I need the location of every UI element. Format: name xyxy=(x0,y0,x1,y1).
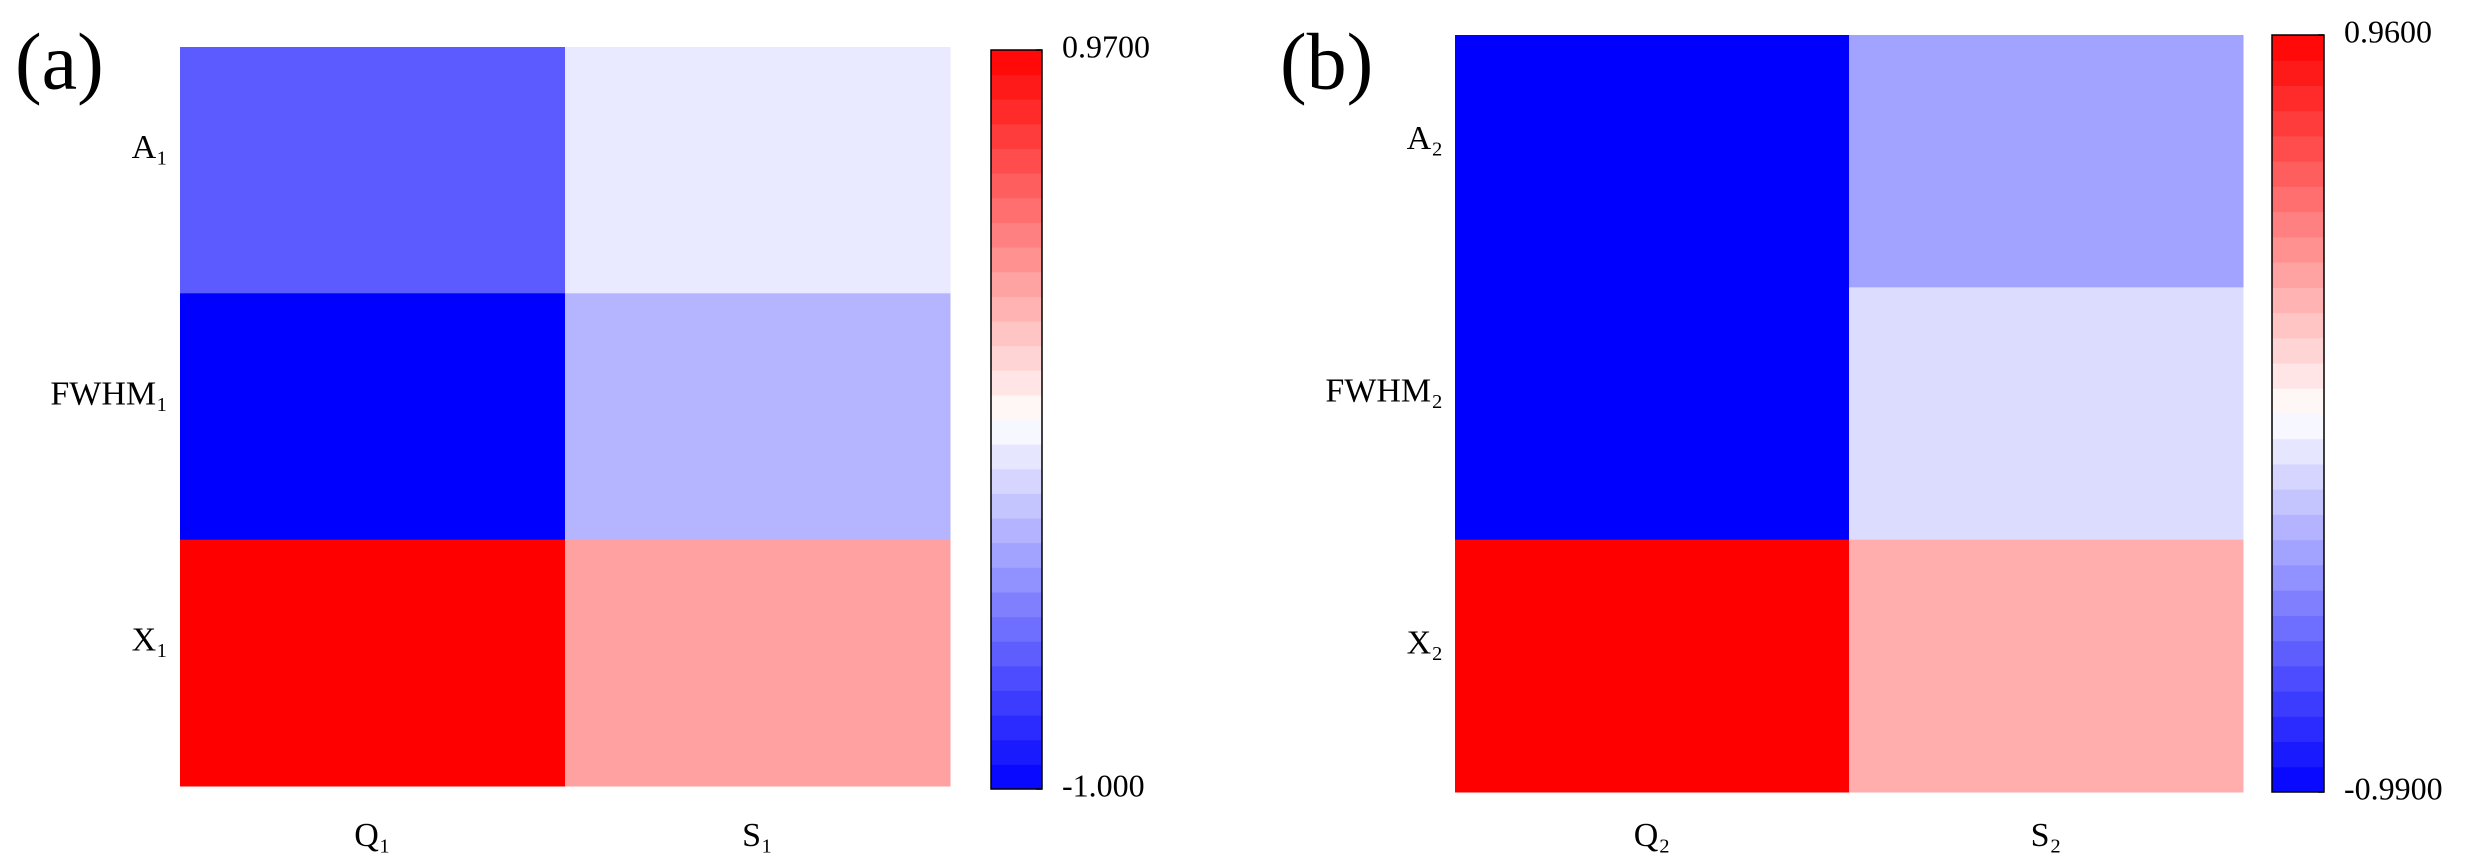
colorbar-step xyxy=(2272,691,2324,717)
colorbar-step xyxy=(991,616,1042,642)
colorbar-step xyxy=(991,74,1042,100)
colorbar-step xyxy=(991,173,1042,199)
y-tick-label: X₂ xyxy=(1407,625,1443,662)
colorbar-step xyxy=(2272,489,2324,515)
colorbar-step xyxy=(2272,135,2324,162)
colorbar-step xyxy=(991,641,1042,667)
heatmap-cell xyxy=(1849,539,2244,793)
colorbar-step xyxy=(2272,514,2324,541)
heatmap-cell xyxy=(565,293,951,541)
colorbar-tick-label: -1.000 xyxy=(1062,767,1145,803)
colorbar-step xyxy=(2272,186,2324,213)
y-tick-label: A₁ xyxy=(132,129,168,166)
heatmap-cell xyxy=(180,293,566,541)
x-tick-label: Q₁ xyxy=(354,817,390,854)
colorbar-tick-label: -0.9900 xyxy=(2344,770,2443,806)
colorbar-step xyxy=(2272,85,2324,112)
colorbar-step xyxy=(991,296,1042,322)
heatmap-cell xyxy=(1455,35,1850,288)
heatmap-cell xyxy=(1849,35,2244,288)
colorbar-step xyxy=(991,764,1042,790)
colorbar-step xyxy=(2272,564,2324,591)
colorbar-step xyxy=(991,665,1042,691)
colorbar-step xyxy=(2272,388,2324,414)
colorbar-frame xyxy=(2271,34,2325,793)
colorbar-step xyxy=(991,345,1042,371)
heatmap-cell xyxy=(1455,287,1850,541)
colorbar-step xyxy=(2272,716,2324,743)
x-tick-label: S₁ xyxy=(742,817,773,854)
colorbar-step xyxy=(991,271,1042,297)
colorbar-step xyxy=(2272,337,2324,364)
y-tick-label: FWHM₂ xyxy=(1325,372,1443,409)
colorbar-tick-label: 0.9700 xyxy=(1062,28,1150,64)
colorbar-step xyxy=(991,50,1042,76)
colorbar-step xyxy=(2272,766,2324,793)
colorbar-tick-label: 0.9600 xyxy=(2344,13,2432,49)
colorbar-step xyxy=(2272,665,2324,692)
x-tick-label: Q₂ xyxy=(1634,817,1670,854)
colorbar-step xyxy=(991,320,1042,347)
colorbar-step xyxy=(991,222,1042,248)
colorbar-step xyxy=(2272,287,2324,314)
panel-label: (b) xyxy=(1280,18,1373,106)
y-tick-label: X₁ xyxy=(132,622,168,659)
colorbar-step xyxy=(991,690,1042,716)
colorbar-step xyxy=(2272,236,2324,263)
colorbar-step xyxy=(991,591,1042,618)
colorbar-step xyxy=(991,715,1042,741)
colorbar-step xyxy=(991,542,1042,568)
colorbar-step xyxy=(2272,741,2324,768)
colorbar-step xyxy=(991,419,1042,445)
colorbar-step xyxy=(2272,438,2324,465)
colorbar-step xyxy=(2272,590,2324,616)
colorbar-step xyxy=(991,197,1042,223)
colorbar-step xyxy=(991,468,1042,494)
heatmap-cell xyxy=(1455,539,1850,793)
colorbar-step xyxy=(2272,312,2324,339)
colorbar-step xyxy=(991,518,1042,544)
colorbar-step xyxy=(2272,35,2324,61)
colorbar-step xyxy=(2272,60,2324,86)
heatmap-cell xyxy=(565,47,951,294)
y-tick-label: FWHM₁ xyxy=(50,375,168,412)
colorbar-step xyxy=(2272,413,2324,440)
colorbar-frame xyxy=(990,49,1043,790)
heatmap-cell xyxy=(1849,287,2244,541)
colorbar-step xyxy=(991,123,1042,150)
colorbar-step xyxy=(2272,211,2324,238)
colorbar-step xyxy=(991,567,1042,593)
colorbar-step xyxy=(991,370,1042,396)
colorbar-step xyxy=(991,739,1042,765)
colorbar-step xyxy=(2272,539,2324,566)
colorbar-step xyxy=(2272,161,2324,187)
panel-label: (a) xyxy=(15,18,104,106)
colorbar-step xyxy=(991,247,1042,273)
colorbar-step xyxy=(991,444,1042,470)
heatmap-cell xyxy=(180,47,566,294)
colorbar-step xyxy=(2272,110,2324,137)
colorbar-step xyxy=(2272,615,2324,642)
colorbar-step xyxy=(991,493,1042,519)
x-tick-label: S₂ xyxy=(2031,817,2062,854)
colorbar-step xyxy=(991,148,1042,174)
colorbar-step xyxy=(2272,363,2324,389)
y-tick-label: A₂ xyxy=(1407,120,1443,157)
colorbar-step xyxy=(991,99,1042,125)
heatmap-cell xyxy=(565,539,951,787)
colorbar-step xyxy=(2272,262,2324,288)
colorbar-step xyxy=(991,394,1042,420)
colorbar-step xyxy=(2272,640,2324,667)
colorbar-step xyxy=(2272,463,2324,490)
heatmap-cell xyxy=(180,539,566,787)
